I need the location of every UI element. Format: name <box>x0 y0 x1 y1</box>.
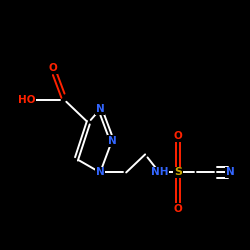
Text: O: O <box>174 131 183 141</box>
Text: O: O <box>174 204 183 214</box>
Text: HO: HO <box>18 95 36 105</box>
Text: N: N <box>226 168 235 177</box>
Text: NH: NH <box>150 168 168 177</box>
Text: N: N <box>96 104 104 114</box>
Text: N: N <box>108 136 116 146</box>
Text: S: S <box>174 168 182 177</box>
Text: O: O <box>48 64 57 74</box>
Text: N: N <box>96 168 104 177</box>
